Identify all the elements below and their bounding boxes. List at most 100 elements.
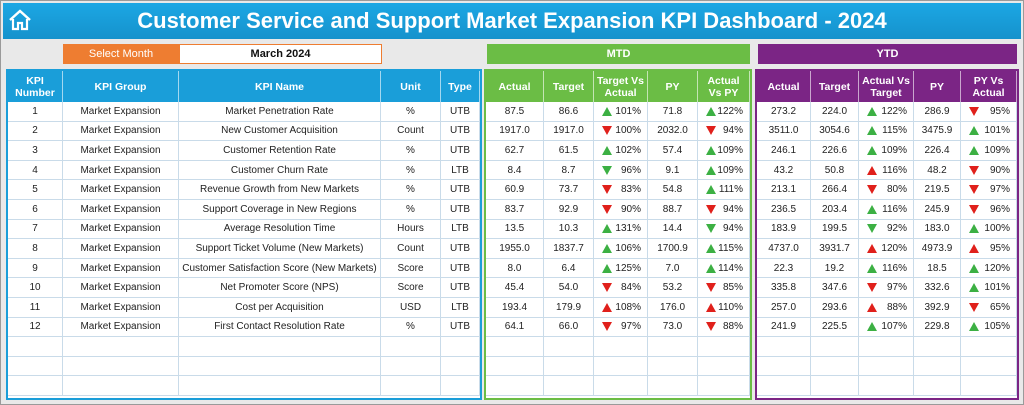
indicator-cell: 96%: [961, 200, 1017, 220]
cell-text: 18.5: [927, 262, 947, 274]
empty-cell: [63, 376, 179, 396]
ytd-title: YTD: [876, 48, 899, 60]
table-cell: 183.0: [914, 219, 961, 240]
cell-text: 241.9: [770, 321, 797, 333]
table-cell: %: [381, 317, 441, 338]
arrow-shape: [602, 145, 612, 155]
cell-text: 57.4: [662, 144, 683, 156]
empty-cell: [594, 376, 648, 396]
table-cell: 61.5: [544, 141, 594, 161]
table-cell: Market Expansion: [63, 160, 179, 181]
column-header: PY: [914, 71, 961, 102]
indicator-value: 100%: [984, 223, 1010, 235]
cell-text: 1837.7: [553, 242, 584, 254]
indicator-cell: 95%: [961, 102, 1017, 122]
table-cell: UTB: [441, 121, 480, 142]
cell-text: 71.8: [662, 105, 683, 117]
cell-text: 257.0: [770, 301, 797, 313]
indicator-cell: 80%: [859, 180, 914, 200]
column-header-text: Type: [448, 80, 472, 93]
table-cell: 11: [8, 298, 63, 318]
table-cell: 92.9: [544, 200, 594, 220]
empty-cell: [63, 337, 179, 357]
cell-text: Market Expansion: [80, 164, 161, 176]
table-cell: Support Ticket Volume (New Markets): [179, 239, 381, 259]
indicator-cell: 109%: [859, 141, 914, 161]
indicator-value: 102%: [615, 144, 641, 156]
cell-text: %: [406, 144, 415, 156]
cell-text: 347.6: [821, 282, 848, 294]
column-header-text: KPI Group: [94, 80, 147, 93]
indicator-value: 106%: [615, 242, 641, 254]
cell-text: 245.9: [924, 203, 950, 215]
up-arrow: [602, 145, 612, 155]
table-cell: 9: [8, 258, 63, 279]
table-cell: 48.2: [914, 160, 961, 181]
cell-text: 225.5: [821, 321, 848, 333]
table-cell: 8: [8, 239, 63, 259]
cell-text: USD: [399, 301, 422, 313]
table-cell: Net Promoter Score (NPS): [179, 278, 381, 298]
arrow-shape: [867, 204, 877, 214]
cell-text: 66.0: [558, 321, 579, 333]
down-arrow: [602, 283, 612, 293]
cell-text: UTB: [450, 144, 470, 156]
table-cell: 18.5: [914, 258, 961, 279]
cell-text: 83.7: [504, 203, 525, 215]
arrow-shape: [602, 302, 612, 312]
indicator-cell: 107%: [859, 317, 914, 338]
cell-text: 3931.7: [819, 242, 850, 254]
up-arrow: [706, 263, 716, 273]
indicator-cell: 96%: [594, 160, 648, 181]
column-header: PY Vs Actual: [961, 71, 1017, 102]
empty-cell: [914, 337, 961, 357]
arrow-shape: [969, 145, 979, 155]
indicator-value: 95%: [989, 242, 1010, 254]
column-header: Target: [544, 71, 594, 102]
cell-text: 87.5: [504, 105, 525, 117]
cell-text: 1917.0: [553, 125, 584, 137]
indicator-value: 131%: [615, 223, 641, 235]
table-cell: Market Expansion: [63, 200, 179, 220]
indicator-value: 110%: [718, 301, 743, 313]
up-arrow: [867, 243, 877, 253]
table-cell: Count: [381, 239, 441, 259]
table-cell: 73.7: [544, 180, 594, 200]
table-cell: 245.9: [914, 200, 961, 220]
indicator-cell: 94%: [698, 200, 750, 220]
empty-cell: [381, 337, 441, 357]
home-icon[interactable]: [7, 7, 33, 33]
column-header-text: Actual: [498, 80, 531, 93]
empty-cell: [486, 337, 544, 357]
table-cell: Market Expansion: [63, 121, 179, 142]
cell-text: 7: [32, 223, 38, 235]
cell-text: 12: [29, 321, 41, 333]
table-cell: 3054.6: [811, 121, 859, 142]
arrow-shape: [706, 165, 716, 175]
cell-text: 11: [29, 301, 41, 313]
table-cell: 50.8: [811, 160, 859, 181]
arrow-shape: [867, 302, 877, 312]
empty-cell: [757, 337, 811, 357]
cell-text: 22.3: [773, 262, 794, 274]
cell-text: Score: [397, 262, 424, 274]
table-cell: 54.8: [648, 180, 698, 200]
month-select[interactable]: March 2024: [179, 44, 382, 64]
table-cell: Market Expansion: [63, 298, 179, 318]
indicator-cell: 101%: [961, 278, 1017, 298]
column-header: Type: [441, 71, 480, 102]
table-cell: 225.5: [811, 317, 859, 338]
table-cell: 257.0: [757, 298, 811, 318]
cell-text: UTB: [450, 242, 470, 254]
table-cell: 226.6: [811, 141, 859, 161]
cell-text: UTB: [450, 105, 470, 117]
table-cell: 3511.0: [757, 121, 811, 142]
empty-cell: [8, 337, 63, 357]
down-arrow: [969, 204, 979, 214]
table-cell: 87.5: [486, 102, 544, 122]
empty-cell: [381, 356, 441, 377]
table-cell: UTB: [441, 200, 480, 220]
indicator-cell: 115%: [859, 121, 914, 142]
empty-cell: [648, 356, 698, 377]
cell-text: 61.5: [558, 144, 579, 156]
